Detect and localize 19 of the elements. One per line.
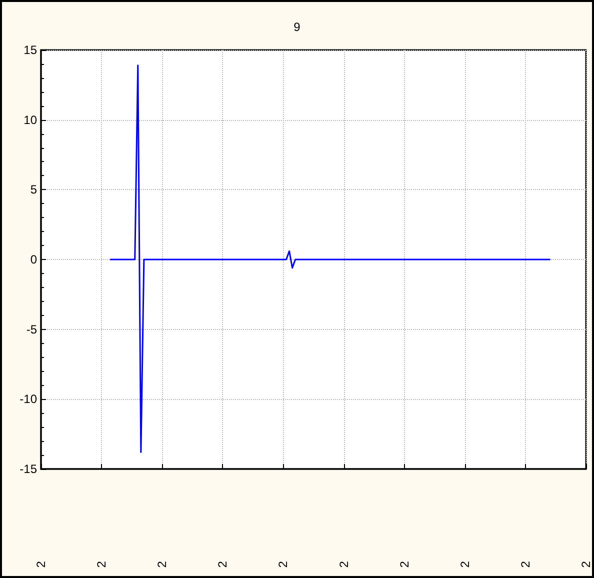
x-tick-label: 2 xyxy=(155,560,170,568)
line-series xyxy=(110,64,550,453)
y-tick-label: -5 xyxy=(26,322,38,336)
x-tick-label: 2 xyxy=(397,560,412,568)
y-tick-label: -15 xyxy=(20,462,38,476)
x-tick-label: 2 xyxy=(216,560,230,568)
chart-title: 9 xyxy=(294,20,301,34)
x-tick-label: 2 xyxy=(458,560,472,568)
x-tick-label: 2 xyxy=(336,560,351,568)
x-tick-label: 2 xyxy=(579,560,593,568)
x-tick-label: 2 xyxy=(518,560,532,568)
y-tick-label: 0 xyxy=(30,252,38,266)
y-tick-label: 5 xyxy=(30,182,38,197)
y-tick-label: 15 xyxy=(24,43,38,57)
y-tick-label: 10 xyxy=(24,112,38,127)
x-tick-label: 2 xyxy=(276,560,290,568)
x-tick-label: 2 xyxy=(34,560,48,568)
x-tick-label: 2 xyxy=(94,560,109,568)
y-tick-label: -10 xyxy=(20,392,38,406)
